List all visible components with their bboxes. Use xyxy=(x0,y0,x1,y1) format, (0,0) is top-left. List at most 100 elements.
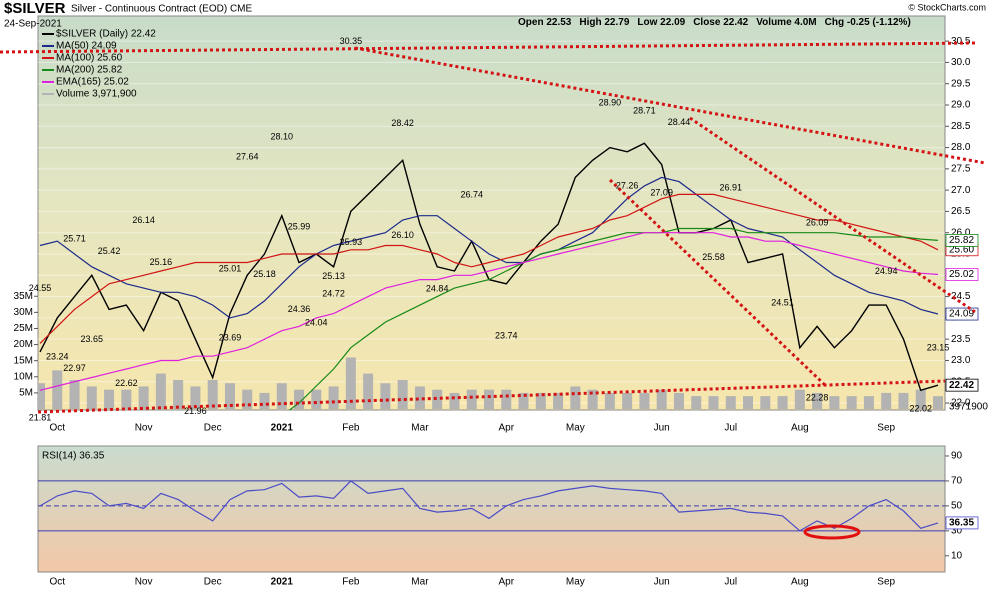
price-annotation: 24.94 xyxy=(875,266,898,276)
y-tick-label: 26.0 xyxy=(951,227,971,238)
volume-bar xyxy=(104,389,115,409)
price-annotation: 26.91 xyxy=(720,182,743,192)
volume-bar xyxy=(777,396,788,409)
price-annotation: 27.09 xyxy=(650,188,673,198)
quote-item: High 22.79 xyxy=(579,17,629,28)
trend-lines xyxy=(0,41,986,414)
price-annotation: 25.93 xyxy=(340,237,363,247)
price-annotation: 25.13 xyxy=(322,271,345,281)
end-label: 25.60 xyxy=(949,244,974,255)
watermark: © StockCharts.com xyxy=(908,2,986,12)
volume-bar xyxy=(242,389,253,409)
y-tick-label: 24.5 xyxy=(951,291,971,302)
quote-item: Low 22.09 xyxy=(637,17,685,28)
volume-bar xyxy=(259,392,270,409)
volume-bar xyxy=(138,386,149,409)
volume-bar xyxy=(414,386,425,409)
x-tick-label: 2021 xyxy=(271,577,294,588)
price-annotation: 24.36 xyxy=(288,304,311,314)
x-tick-label: Mar xyxy=(411,577,429,588)
y-tick-label: 30.0 xyxy=(951,57,971,68)
series-line xyxy=(39,193,939,344)
x-tick-label: Sep xyxy=(877,577,895,588)
price-annotation: 24.55 xyxy=(29,283,52,293)
x-tick-label: Mar xyxy=(411,423,429,434)
y2-tick-label: 30M xyxy=(14,307,33,318)
legend-label: Volume 3,971,900 xyxy=(56,89,137,100)
plot-layer: 22.022.523.023.524.024.525.025.526.026.5… xyxy=(14,29,989,588)
price-annotation: 24.04 xyxy=(305,318,328,328)
volume-bar xyxy=(380,383,391,409)
end-label: 24.09 xyxy=(949,309,974,320)
price-annotation: 25.99 xyxy=(288,222,311,232)
volume-bar xyxy=(38,383,45,409)
rsi-panel xyxy=(37,445,946,573)
end-label: 25.82 xyxy=(949,235,974,246)
volume-bar xyxy=(570,386,581,409)
x-tick-label: Apr xyxy=(498,577,514,588)
volume-bar xyxy=(86,386,97,409)
y2-tick-label: 10M xyxy=(14,371,33,382)
y-tick-label: 22.0 xyxy=(951,398,971,409)
y-tick-label: 23.5 xyxy=(951,334,971,345)
volume-bar xyxy=(155,373,166,409)
end-label-box xyxy=(945,378,979,392)
volume-bar xyxy=(311,389,322,409)
x-tick-label: May xyxy=(566,577,585,588)
end-label-box xyxy=(945,516,979,530)
subtitle: Silver - Continuous Contract (EOD) CME xyxy=(71,4,252,15)
price-annotation: 26.14 xyxy=(132,215,155,225)
x-tick-label: Feb xyxy=(342,423,360,434)
volume-bar xyxy=(224,383,235,409)
quote-item: Close 22.42 xyxy=(693,17,748,28)
volume-bar xyxy=(518,392,529,409)
volume-bar xyxy=(363,373,374,409)
volume-bar xyxy=(173,380,184,409)
x-tick-label: May xyxy=(566,423,585,434)
y2-tick-label: 15M xyxy=(14,355,33,366)
price-annotation: 22.62 xyxy=(115,378,138,388)
volume-bar xyxy=(328,386,339,409)
y-tick-label: 90 xyxy=(951,451,963,462)
volume-bar xyxy=(501,389,512,409)
volume-bar xyxy=(812,392,823,409)
volume-bar xyxy=(484,389,494,409)
volume-bar xyxy=(760,396,771,409)
y-tick-label: 27.5 xyxy=(951,163,971,174)
price-annotation: 22.02 xyxy=(909,404,932,414)
price-annotation: 26.10 xyxy=(391,230,414,240)
x-tick-label: Aug xyxy=(791,577,809,588)
x-tick-label: Oct xyxy=(49,577,65,588)
price-annotation: 21.81 xyxy=(29,413,52,423)
volume-bar xyxy=(535,392,546,409)
volume-bar xyxy=(725,396,736,409)
volume-bar xyxy=(294,389,305,409)
volume-bar xyxy=(673,392,684,409)
volume-bar xyxy=(587,389,598,409)
price-annotation: 26.74 xyxy=(460,190,483,200)
volume-bar xyxy=(622,392,633,409)
x-tick-label: Sep xyxy=(877,423,895,434)
volume-bar xyxy=(743,396,754,409)
price-annotation: 23.69 xyxy=(219,332,242,342)
volume-bar xyxy=(397,380,408,409)
y-tick-label: 50 xyxy=(951,501,963,512)
y-tick-label: 27.0 xyxy=(951,185,971,196)
end-label: 22.42 xyxy=(949,380,974,391)
volume-bar xyxy=(345,357,356,409)
volume-bar xyxy=(708,396,719,409)
x-tick-label: Oct xyxy=(49,423,65,434)
y-tick-label: 10 xyxy=(951,550,963,561)
series-group xyxy=(38,40,945,410)
volume-bar xyxy=(639,392,650,409)
x-tick-label: Jul xyxy=(724,577,737,588)
x-tick-label: 2021 xyxy=(271,423,294,434)
y-tick-label: 23.0 xyxy=(951,355,971,366)
end-label: 25.02 xyxy=(949,269,974,280)
volume-bar xyxy=(432,389,443,409)
volume-bar xyxy=(915,389,926,409)
volume-bar xyxy=(52,370,63,409)
price-annotation: 22.97 xyxy=(63,363,86,373)
volume-bar xyxy=(846,396,857,409)
quote-item: Volume 4.0M xyxy=(756,17,816,28)
